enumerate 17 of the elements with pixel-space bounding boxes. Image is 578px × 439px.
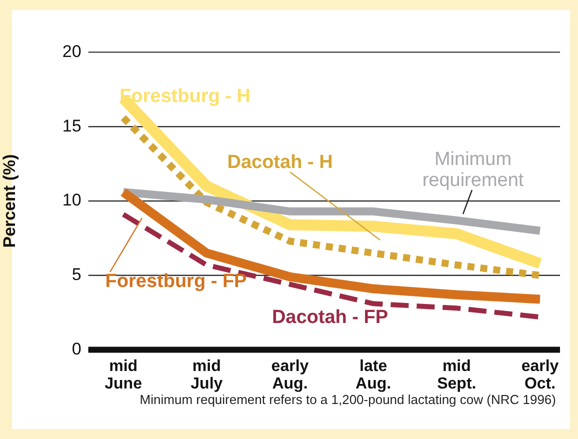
- x-tick-label: mid July: [190, 358, 223, 393]
- y-tick-label: 5: [72, 265, 82, 284]
- series-label: Dacotah - FP: [272, 307, 388, 328]
- y-tick-label: 20: [62, 42, 82, 61]
- x-tick-label: late Aug.: [356, 358, 392, 393]
- y-tick-label: 10: [62, 190, 82, 210]
- x-tick-label: mid Sept.: [437, 358, 476, 393]
- series-label: Minimum requirement: [422, 149, 524, 192]
- series-label: Forestburg - FP: [105, 271, 248, 292]
- x-tick-label: early Aug.: [271, 358, 309, 393]
- y-tick-label: 0: [72, 339, 82, 358]
- y-tick-label: 15: [62, 116, 82, 136]
- text: Minimum requirement refers to a 1,200-pound lactating cow (NRC 1996): [140, 392, 556, 407]
- x-tick-label: early Oct.: [521, 358, 559, 393]
- series-label: Dacotah - H: [227, 152, 333, 174]
- x-tick-label: mid June: [104, 358, 142, 393]
- y-axis-title: Percent (%): [0, 154, 19, 248]
